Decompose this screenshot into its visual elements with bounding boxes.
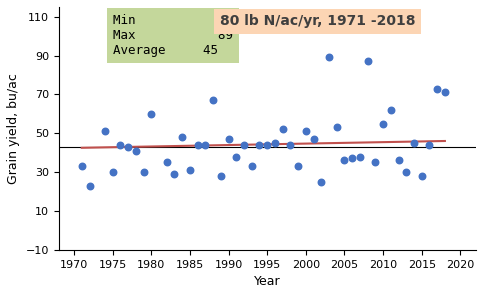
Point <box>248 164 256 169</box>
Point <box>271 141 279 145</box>
Point <box>147 112 155 116</box>
Point <box>101 129 109 134</box>
Point <box>294 164 302 169</box>
Point <box>317 179 325 184</box>
Point <box>341 158 348 163</box>
Point <box>194 142 201 147</box>
X-axis label: Year: Year <box>254 275 281 288</box>
Point <box>426 142 433 147</box>
Point <box>441 90 449 95</box>
Point <box>85 183 93 188</box>
Point <box>124 145 132 149</box>
Point <box>379 121 387 126</box>
Point <box>371 160 379 165</box>
Point <box>286 142 294 147</box>
Point <box>310 137 317 141</box>
Point <box>132 148 140 153</box>
Point <box>410 141 418 145</box>
Point <box>186 168 194 173</box>
Point <box>387 108 395 112</box>
Point <box>232 154 240 159</box>
Y-axis label: Grain yield, bu/ac: Grain yield, bu/ac <box>7 73 20 184</box>
Point <box>302 129 310 134</box>
Point <box>217 173 225 178</box>
Point <box>178 135 186 140</box>
Text: Min           23
Max           89
Average     45: Min 23 Max 89 Average 45 <box>113 14 233 57</box>
Point <box>240 142 248 147</box>
Point <box>116 142 124 147</box>
Point <box>433 86 441 91</box>
Point <box>109 170 116 174</box>
Point <box>140 170 147 174</box>
Point <box>333 125 341 130</box>
Point <box>418 173 426 178</box>
Point <box>325 55 333 60</box>
Point <box>78 164 85 169</box>
Point <box>402 170 410 174</box>
Point <box>395 158 402 163</box>
Point <box>209 98 217 103</box>
Point <box>225 137 232 141</box>
Text: 80 lb N/ac/yr, 1971 -2018: 80 lb N/ac/yr, 1971 -2018 <box>219 14 415 28</box>
Point <box>163 160 170 165</box>
Point <box>348 156 356 161</box>
Point <box>356 154 364 159</box>
Point <box>279 127 286 132</box>
Point <box>364 59 371 64</box>
Point <box>201 142 209 147</box>
Point <box>256 142 263 147</box>
Point <box>170 172 178 176</box>
Point <box>263 142 271 147</box>
